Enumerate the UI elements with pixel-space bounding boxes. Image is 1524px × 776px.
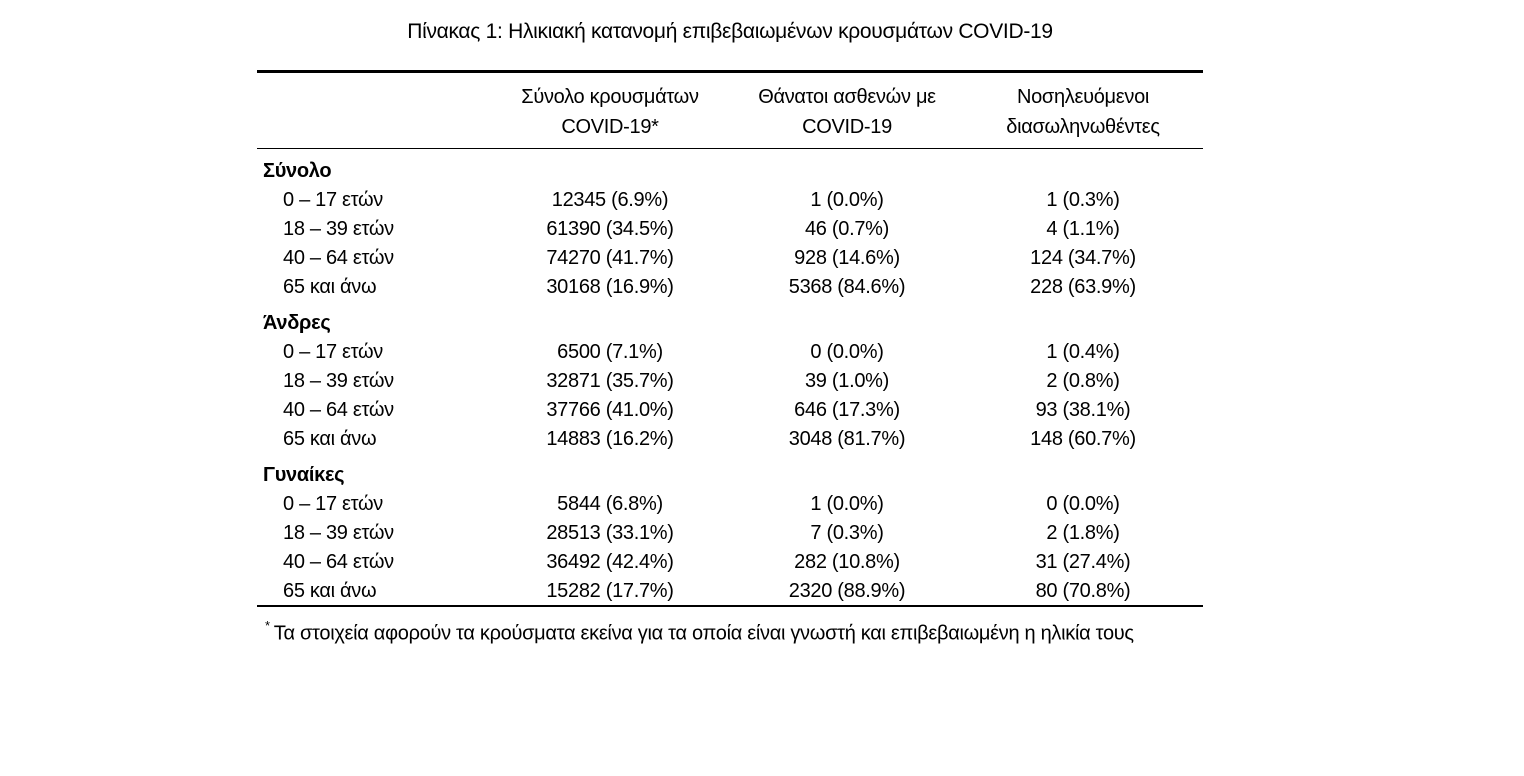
deaths-cell: 1 (0.0%)	[810, 492, 884, 515]
deaths-cell: 282 (10.8%)	[794, 550, 900, 573]
deaths-cell: 46 (0.7%)	[804, 217, 889, 240]
empty-cell	[963, 149, 1203, 186]
table-row: 18 – 39 ετών 61390 (34.5%) 46 (0.7%) 4 (…	[257, 214, 1203, 243]
table-body: Σύνολο 0 – 17 ετών 12345 (6.9%) 1 (0.0%)…	[257, 149, 1203, 607]
age-group-cell: 65 και άνω	[283, 579, 377, 602]
age-group-cell: 18 – 39 ετών	[283, 521, 394, 544]
intubated-cell: 2 (1.8%)	[1046, 521, 1120, 544]
table-header: Σύνολο κρουσμάτων COVID-19* Θάνατοι ασθε…	[257, 71, 1203, 149]
cases-cell: 74270 (41.7%)	[546, 246, 674, 269]
age-group-cell: 0 – 17 ετών	[283, 492, 384, 515]
cases-cell: 5844 (6.8%)	[557, 492, 663, 515]
table-row: 0 – 17 ετών 12345 (6.9%) 1 (0.0%) 1 (0.3…	[257, 185, 1203, 214]
intubated-cell: 31 (27.4%)	[1035, 550, 1131, 573]
section-row-total: Σύνολο	[257, 149, 1203, 186]
intubated-cell: 1 (0.3%)	[1046, 188, 1120, 211]
col-header-intubated: Νοσηλευόμενοι διασωληνωθέντες	[963, 71, 1203, 149]
intubated-cell: 4 (1.1%)	[1046, 217, 1120, 240]
intubated-cell: 1 (0.4%)	[1046, 340, 1120, 363]
age-group-cell: 40 – 64 ετών	[283, 550, 394, 573]
intubated-cell: 93 (38.1%)	[1035, 398, 1131, 421]
col-header-line: COVID-19	[802, 116, 892, 138]
empty-cell	[489, 453, 731, 489]
cases-cell: 28513 (33.1%)	[546, 521, 674, 544]
table-row: 65 και άνω 30168 (16.9%) 5368 (84.6%) 22…	[257, 272, 1203, 301]
cases-cell: 32871 (35.7%)	[546, 369, 674, 392]
col-header-line: Θάνατοι ασθενών με	[758, 86, 936, 108]
deaths-cell: 5368 (84.6%)	[788, 275, 906, 298]
section-row-women: Γυναίκες	[257, 453, 1203, 489]
intubated-cell: 228 (63.9%)	[1030, 275, 1136, 298]
col-header-line: διασωληνωθέντες	[1006, 116, 1160, 138]
age-group-cell: 18 – 39 ετών	[283, 217, 394, 240]
deaths-cell: 1 (0.0%)	[810, 188, 884, 211]
age-group-cell: 0 – 17 ετών	[283, 340, 384, 363]
empty-cell	[489, 301, 731, 337]
empty-cell	[489, 149, 731, 186]
table-row: 65 και άνω 15282 (17.7%) 2320 (88.9%) 80…	[257, 576, 1203, 606]
cases-cell: 15282 (17.7%)	[546, 579, 674, 602]
intubated-cell: 80 (70.8%)	[1035, 579, 1131, 602]
table-row: 18 – 39 ετών 28513 (33.1%) 7 (0.3%) 2 (1…	[257, 518, 1203, 547]
deaths-cell: 2320 (88.9%)	[788, 579, 906, 602]
col-header-line: COVID-19*	[561, 116, 659, 138]
table-row: 40 – 64 ετών 37766 (41.0%) 646 (17.3%) 9…	[257, 395, 1203, 424]
cases-cell: 14883 (16.2%)	[546, 427, 674, 450]
col-header-line: Σύνολο κρουσμάτων	[521, 86, 699, 108]
cases-cell: 37766 (41.0%)	[546, 398, 674, 421]
header-row: Σύνολο κρουσμάτων COVID-19* Θάνατοι ασθε…	[257, 71, 1203, 149]
covid-age-distribution-table: Σύνολο κρουσμάτων COVID-19* Θάνατοι ασθε…	[257, 70, 1203, 607]
col-header-deaths: Θάνατοι ασθενών με COVID-19	[731, 71, 963, 149]
intubated-cell: 124 (34.7%)	[1030, 246, 1136, 269]
cases-cell: 12345 (6.9%)	[551, 188, 669, 211]
cases-cell: 61390 (34.5%)	[546, 217, 674, 240]
intubated-cell: 0 (0.0%)	[1046, 492, 1120, 515]
empty-cell	[731, 301, 963, 337]
deaths-cell: 39 (1.0%)	[804, 369, 889, 392]
age-group-cell: 18 – 39 ετών	[283, 369, 394, 392]
col-header-total-cases: Σύνολο κρουσμάτων COVID-19*	[489, 71, 731, 149]
stub-header-cell	[257, 71, 489, 149]
cases-cell: 36492 (42.4%)	[546, 550, 674, 573]
table-row: 0 – 17 ετών 5844 (6.8%) 1 (0.0%) 0 (0.0%…	[257, 489, 1203, 518]
table-row: 18 – 39 ετών 32871 (35.7%) 39 (1.0%) 2 (…	[257, 366, 1203, 395]
age-group-cell: 40 – 64 ετών	[283, 246, 394, 269]
table-row: 0 – 17 ετών 6500 (7.1%) 0 (0.0%) 1 (0.4%…	[257, 337, 1203, 366]
section-label: Άνδρες	[263, 312, 331, 334]
section-row-men: Άνδρες	[257, 301, 1203, 337]
section-label: Σύνολο	[263, 160, 332, 182]
empty-cell	[731, 149, 963, 186]
intubated-cell: 148 (60.7%)	[1030, 427, 1136, 450]
footnote-asterisk: *	[265, 618, 270, 633]
col-header-line: Νοσηλευόμενοι	[1016, 86, 1150, 108]
table-footnote: * Τα στοιχεία αφορούν τα κρούσματα εκείνα…	[257, 616, 1203, 646]
deaths-cell: 0 (0.0%)	[810, 340, 884, 363]
empty-cell	[731, 453, 963, 489]
age-group-cell: 40 – 64 ετών	[283, 398, 394, 421]
cases-cell: 6500 (7.1%)	[557, 340, 663, 363]
intubated-cell: 2 (0.8%)	[1046, 369, 1120, 392]
cases-cell: 30168 (16.9%)	[546, 275, 674, 298]
age-group-cell: 65 και άνω	[283, 427, 377, 450]
section-label: Γυναίκες	[263, 464, 345, 486]
table-row: 40 – 64 ετών 36492 (42.4%) 282 (10.8%) 3…	[257, 547, 1203, 576]
deaths-cell: 7 (0.3%)	[810, 521, 884, 544]
table-row: 40 – 64 ετών 74270 (41.7%) 928 (14.6%) 1…	[257, 243, 1203, 272]
table-row: 65 και άνω 14883 (16.2%) 3048 (81.7%) 14…	[257, 424, 1203, 453]
table-title: Πίνακας 1: Ηλικιακή κατανομή επιβεβαιωμέ…	[407, 20, 1053, 43]
deaths-cell: 646 (17.3%)	[794, 398, 900, 421]
table-block: Πίνακας 1: Ηλικιακή κατανομή επιβεβαιωμέ…	[257, 0, 1203, 646]
empty-cell	[963, 301, 1203, 337]
age-group-cell: 0 – 17 ετών	[283, 188, 384, 211]
age-group-cell: 65 και άνω	[283, 275, 377, 298]
footnote-text: Τα στοιχεία αφορούν τα κρούσματα εκείνα …	[273, 622, 1134, 645]
deaths-cell: 928 (14.6%)	[794, 246, 900, 269]
deaths-cell: 3048 (81.7%)	[788, 427, 906, 450]
empty-cell	[963, 453, 1203, 489]
